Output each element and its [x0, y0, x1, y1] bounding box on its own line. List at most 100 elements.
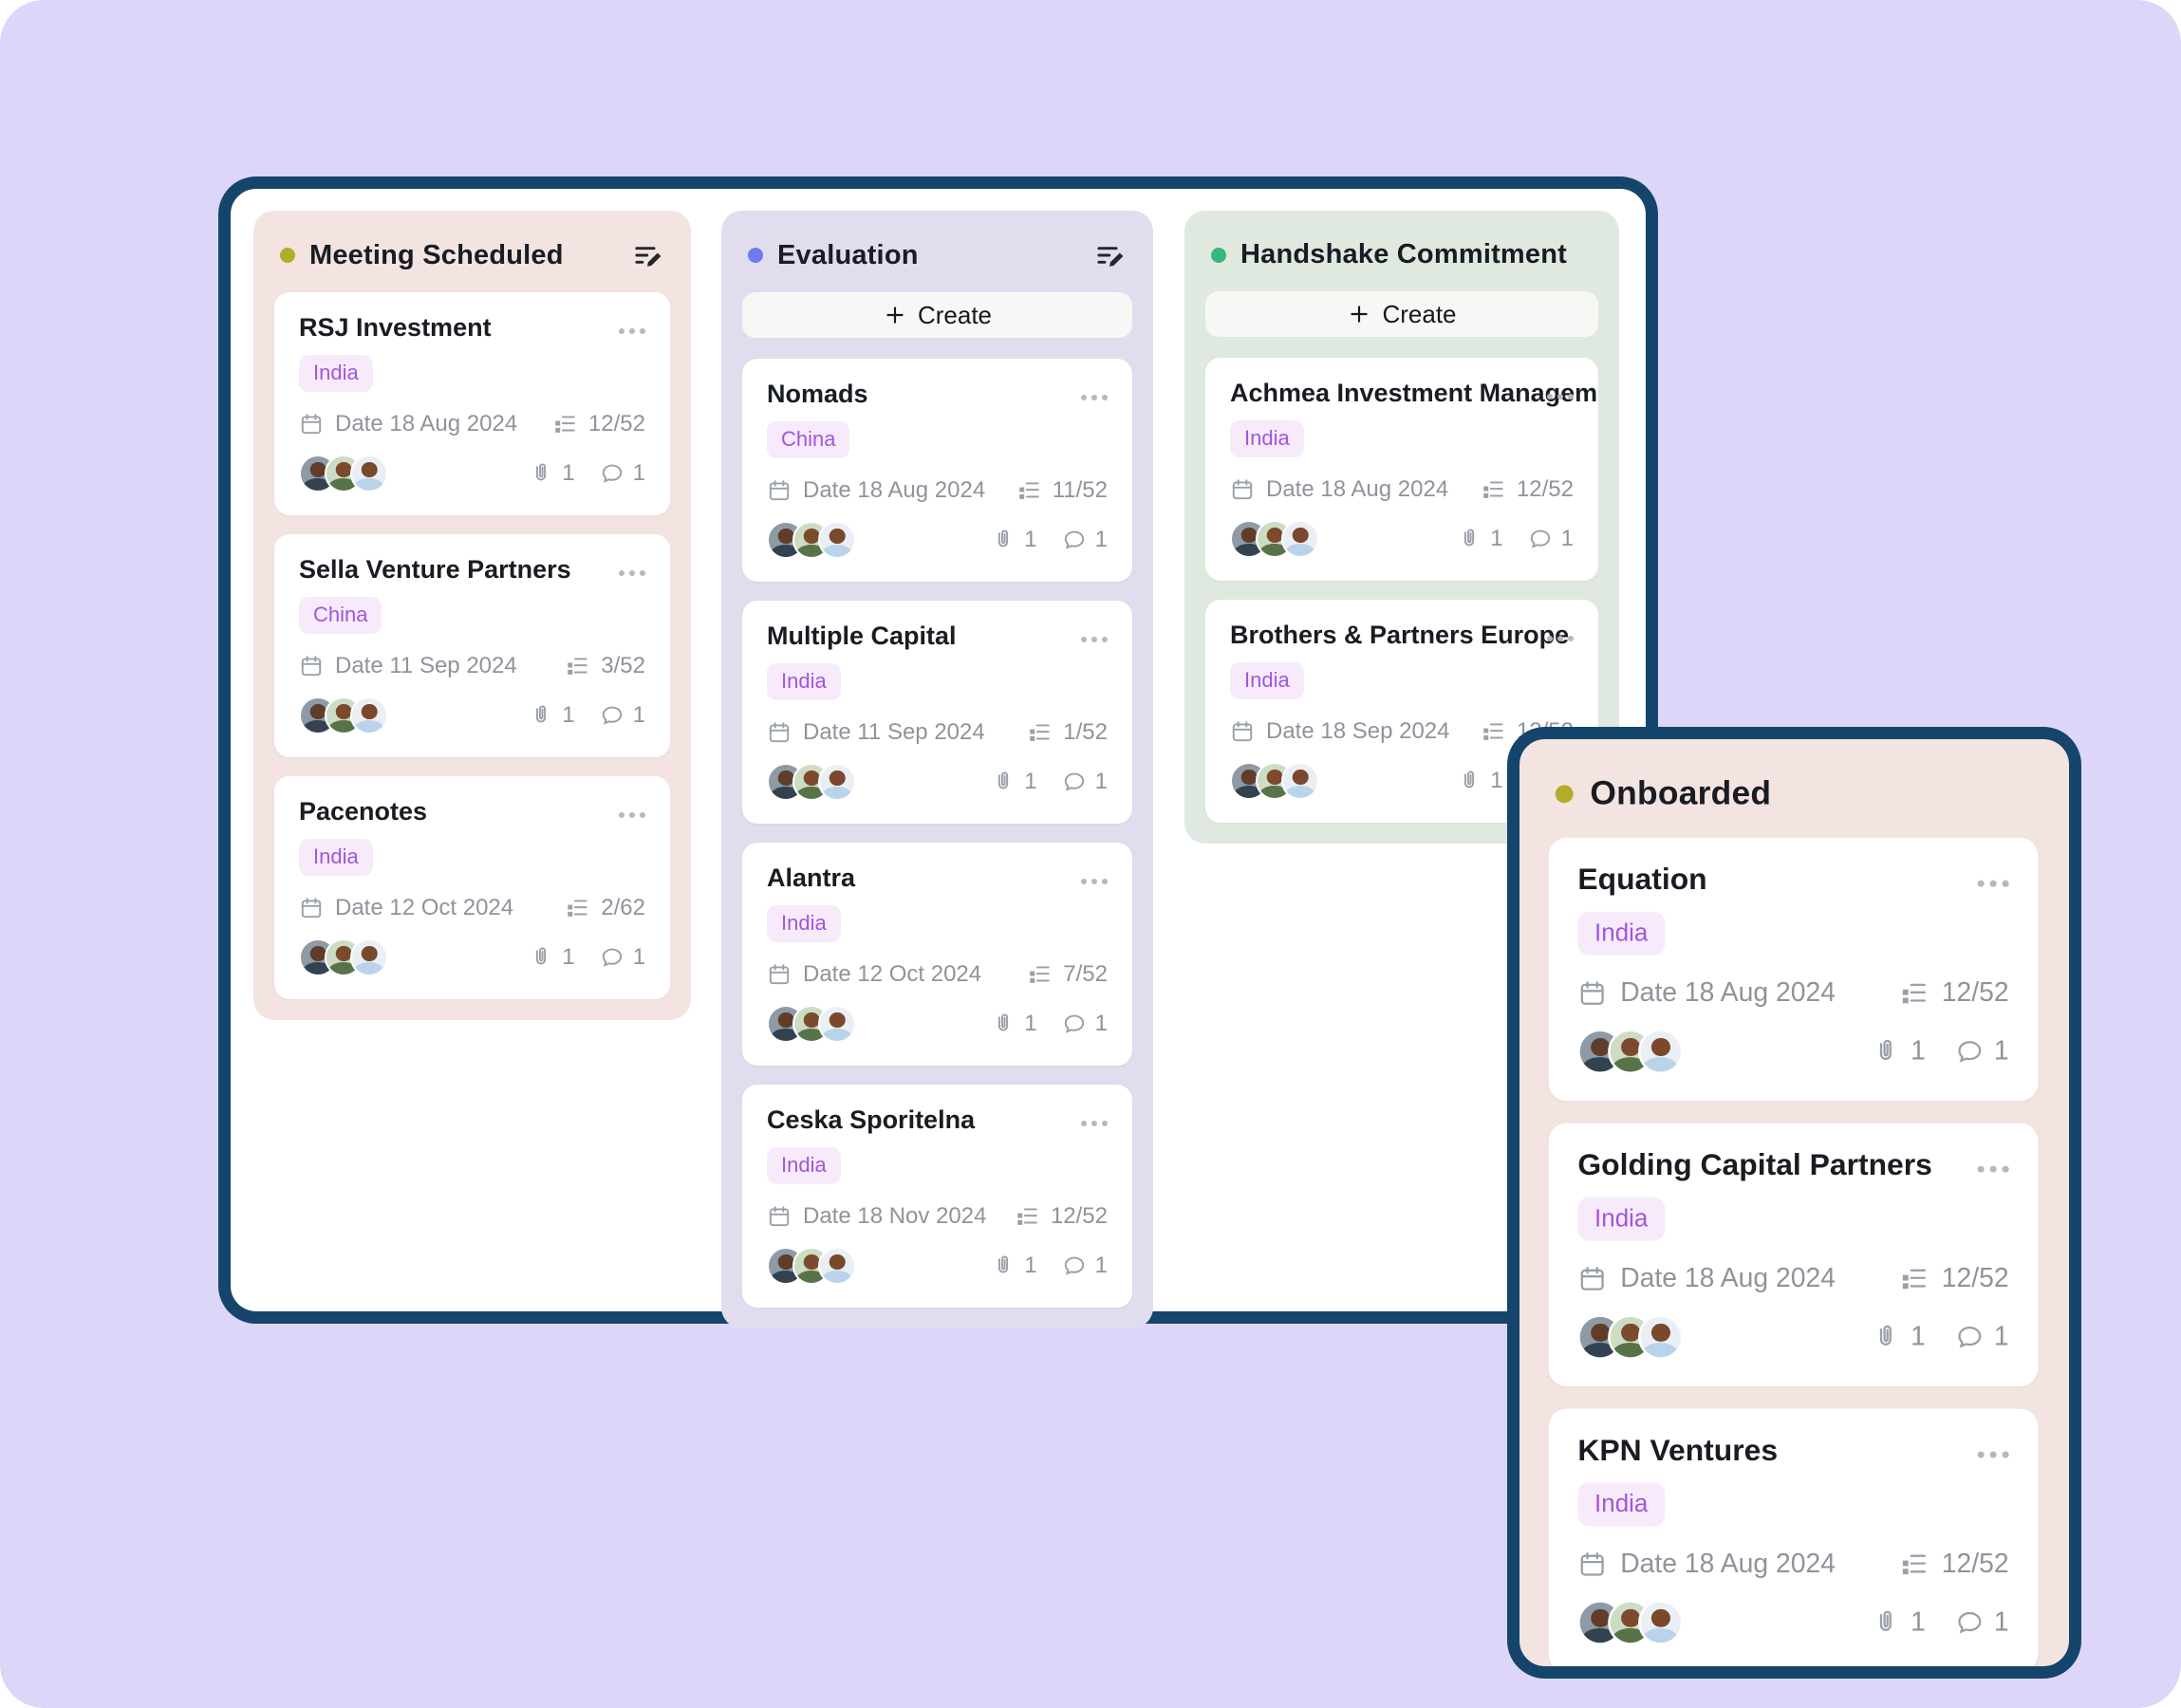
checklist-icon [1030, 724, 1051, 741]
card-footer: 1 1 [1230, 520, 1574, 558]
ellipsis-menu-icon[interactable] [1539, 632, 1574, 645]
country-tag: India [299, 839, 373, 876]
card[interactable]: Achmea Investment Management India Date … [1205, 358, 1598, 581]
ellipsis-menu-icon[interactable] [1968, 1447, 2009, 1463]
ellipsis-menu-icon[interactable] [1968, 1161, 2009, 1178]
date-label: Date 18 Sep 2024 [1266, 718, 1450, 744]
avatar [1281, 762, 1319, 800]
country-tag: India [1230, 420, 1304, 457]
card[interactable]: Equation India Date 18 Aug 2024 12/52 [1548, 837, 2039, 1102]
due-date: Date 12 Oct 2024 [299, 895, 513, 921]
paperclip-icon [536, 947, 547, 965]
ellipsis-menu-icon[interactable] [1073, 875, 1108, 888]
attachments: 1 [1457, 526, 1503, 552]
card[interactable]: RSJ Investment India Date 18 Aug 2024 12… [274, 292, 670, 515]
card-title: Ceska Sporitelna [767, 1105, 976, 1134]
progress-label: 7/52 [1063, 961, 1108, 987]
ellipsis-menu-icon[interactable] [1073, 633, 1108, 646]
status-dot [1211, 247, 1226, 263]
paperclip-icon [1880, 1610, 1892, 1631]
checklist-icon [1902, 1269, 1926, 1290]
comment-count: 1 [1094, 1253, 1108, 1278]
attachment-count: 1 [1024, 1011, 1037, 1036]
card[interactable]: KPN Ventures India Date 18 Aug 2024 12/5… [1548, 1408, 2039, 1666]
date-label: Date 18 Aug 2024 [335, 411, 518, 436]
country-tag: China [767, 421, 850, 458]
card-title: Pacenotes [299, 797, 428, 826]
progress-label: 12/52 [1050, 1203, 1108, 1229]
ellipsis-menu-icon[interactable] [1539, 390, 1574, 403]
card[interactable]: Pacenotes India Date 12 Oct 2024 2/62 [274, 776, 670, 999]
column-meeting-scheduled: Meeting Scheduled Create RSJ Investment … [253, 211, 691, 1020]
calendar-icon [1580, 1552, 1604, 1576]
date-label: Date 18 Nov 2024 [803, 1203, 987, 1229]
comment-count: 1 [632, 460, 645, 486]
card-footer: 1 1 [767, 1005, 1108, 1043]
progress-label: 2/62 [601, 895, 645, 920]
column-title: Onboarded [1590, 774, 1772, 812]
calendar-icon [1580, 1267, 1604, 1290]
ellipsis-menu-icon[interactable] [1073, 1117, 1108, 1130]
onboarded-panel: Onboarded Create Equation India Date 18 … [1507, 727, 2081, 1679]
comments: 1 [1062, 527, 1108, 553]
card-counts: 1 1 [991, 1011, 1108, 1037]
avatar [350, 938, 388, 976]
due-date: Date 18 Sep 2024 [1230, 718, 1450, 745]
avatar [1638, 1600, 1684, 1645]
country-tag: India [1577, 911, 1666, 956]
ellipsis-menu-icon[interactable] [611, 325, 645, 338]
card-counts: 1 1 [991, 1253, 1108, 1279]
calendar-icon [301, 656, 322, 677]
card-header: KPN Ventures [1577, 1434, 2009, 1467]
avatar [350, 696, 388, 734]
attachment-count: 1 [562, 944, 575, 970]
plus-icon [1351, 306, 1369, 323]
date-label: Date 18 Aug 2024 [803, 477, 986, 503]
ellipsis-menu-icon[interactable] [1968, 876, 2009, 892]
status-dot [280, 248, 295, 263]
create-button[interactable]: Create [1205, 291, 1598, 337]
comments: 1 [1062, 1011, 1108, 1037]
ellipsis-menu-icon[interactable] [611, 566, 645, 580]
create-button-label: Create [1382, 299, 1457, 328]
edit-column-icon[interactable] [632, 239, 664, 271]
status-dot [748, 248, 763, 263]
card-title: Equation [1577, 862, 1707, 897]
country-tag: India [1230, 662, 1304, 699]
avatar-group [767, 1005, 856, 1043]
comments: 1 [600, 702, 645, 729]
avatar-group [1577, 1314, 1684, 1360]
card[interactable]: Multiple Capital India Date 11 Sep 2024 … [742, 601, 1132, 824]
paperclip-icon [1464, 529, 1475, 547]
card-meta-row: Date 18 Aug 2024 11/52 [767, 477, 1108, 504]
card-meta-row: Date 18 Aug 2024 12/52 [299, 411, 645, 437]
card[interactable]: Golding Capital Partners India Date 18 A… [1548, 1123, 2039, 1387]
card[interactable]: Nomads China Date 18 Aug 2024 11/52 [742, 359, 1132, 582]
comment-icon [1064, 1256, 1084, 1275]
card[interactable]: Alantra India Date 12 Oct 2024 7/52 [742, 843, 1132, 1066]
attachment-count: 1 [1911, 1606, 1926, 1638]
card-title: Alantra [767, 863, 856, 892]
edit-column-icon[interactable] [1094, 239, 1127, 271]
attachments: 1 [529, 460, 575, 487]
card[interactable]: Ceska Sporitelna India Date 18 Nov 2024 … [742, 1085, 1132, 1308]
create-button[interactable]: Create [742, 292, 1132, 338]
card-meta-row: Date 12 Oct 2024 7/52 [767, 961, 1108, 988]
comment-icon [1064, 772, 1084, 791]
card-meta-row: Date 11 Sep 2024 3/52 [299, 653, 645, 679]
country-tag: India [767, 663, 841, 700]
progress-label: 12/52 [1941, 977, 2009, 1009]
card[interactable]: Sella Venture Partners China Date 11 Sep… [274, 534, 670, 757]
ellipsis-menu-icon[interactable] [611, 808, 645, 822]
card-footer: 1 1 [767, 763, 1108, 801]
card-counts: 1 1 [991, 527, 1108, 553]
calendar-icon [1232, 721, 1253, 742]
paperclip-icon [998, 1255, 1009, 1273]
card-title: Achmea Investment Management [1230, 379, 1598, 407]
card-title: Brothers & Partners Europe [1230, 621, 1570, 649]
comments: 1 [1955, 1036, 2009, 1068]
ellipsis-menu-icon[interactable] [1073, 391, 1108, 404]
due-date: Date 18 Aug 2024 [1577, 1549, 1836, 1580]
comment-icon [1957, 1611, 1981, 1634]
